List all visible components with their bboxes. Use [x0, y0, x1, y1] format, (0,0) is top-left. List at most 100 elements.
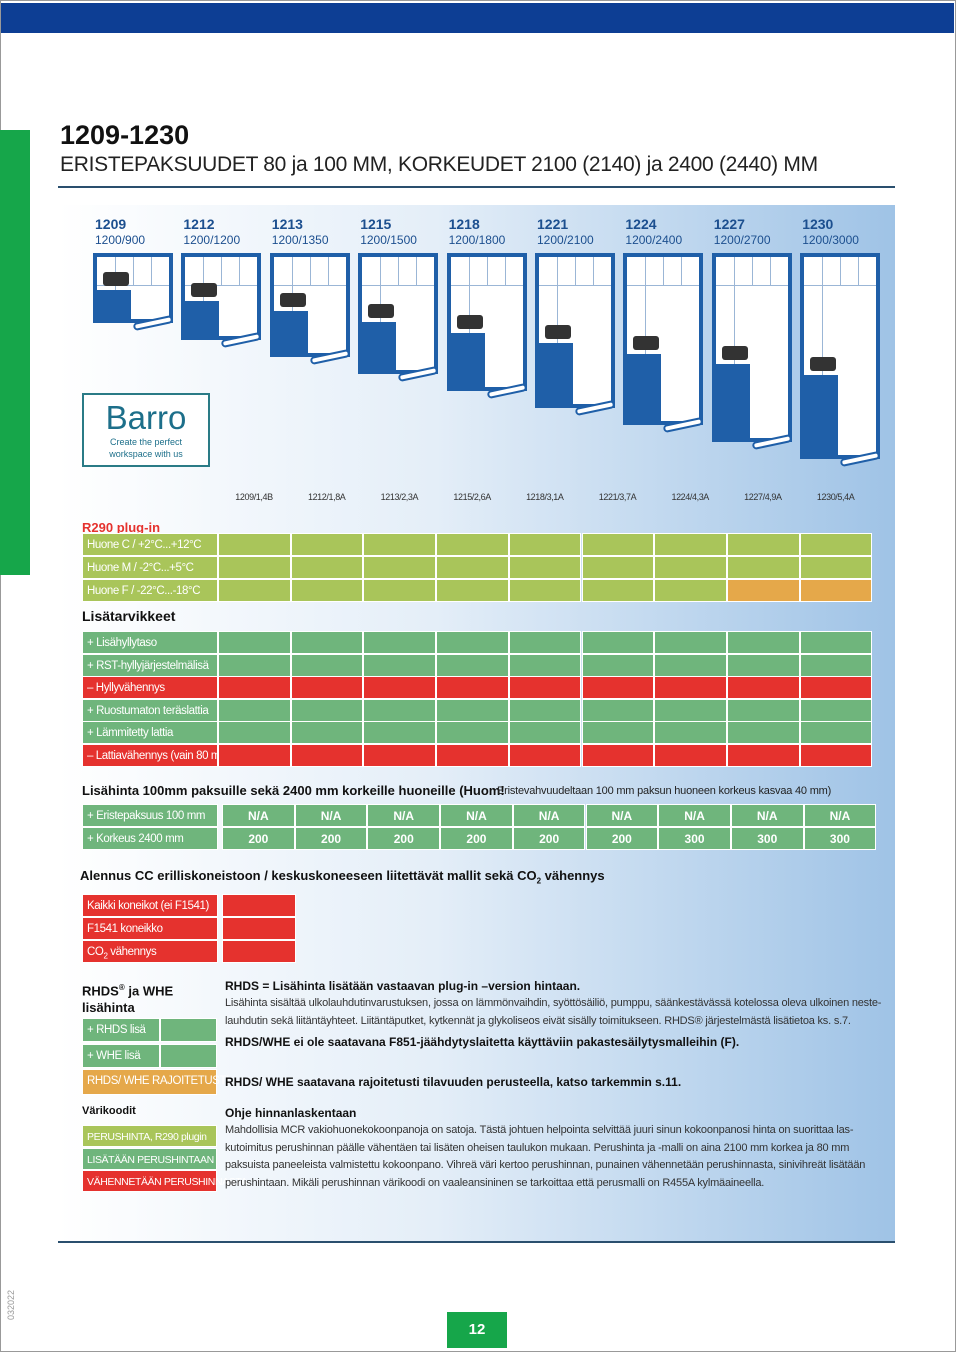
cell: [581, 653, 655, 677]
row-label: + WHE lisä: [82, 1043, 160, 1068]
cell: [799, 556, 873, 579]
cell: [436, 653, 509, 677]
shelf-line: [645, 285, 647, 417]
shelf-line: [416, 257, 418, 285]
shelf-line: [627, 285, 700, 286]
model-code: 1209: [95, 216, 127, 232]
model-ref: 1218/3,1A: [526, 492, 564, 502]
cell: [508, 744, 582, 767]
cell: [508, 631, 582, 654]
cell: [799, 533, 873, 556]
text-part: Alennus CC erilliskoneistoon / keskuskon…: [80, 868, 537, 883]
rhds-text: RHDS/WHE ei ole saatavana F851-jäähdytys…: [225, 1035, 740, 1049]
cell: [508, 533, 582, 556]
row-label: – Lattiavähennys (vain 80 mm): [82, 744, 233, 767]
text-part: ja WHE: [124, 983, 174, 999]
cell: [581, 579, 655, 602]
model-ref: 1209/1,4B: [235, 492, 273, 502]
shelf-line: [133, 257, 134, 285]
row-label: Huone F / -22°C...-18°C: [82, 579, 218, 602]
cell: [218, 556, 291, 579]
room-drawing: [711, 253, 792, 442]
row-label: + RST-hyllyjärjestelmälisä: [82, 653, 218, 677]
cell: [218, 579, 291, 602]
model-code: 1230: [802, 216, 834, 232]
shelf-line: [769, 257, 771, 285]
cell: [508, 579, 582, 602]
rhds-text: RHDS = Lisähinta lisätään vastaavan plug…: [225, 979, 581, 993]
print-code: 032022: [6, 1289, 17, 1321]
cell: [363, 631, 437, 654]
cell: [654, 631, 727, 654]
door: [539, 343, 573, 404]
cell: [799, 631, 873, 654]
room-drawing: [446, 253, 527, 391]
cell: [654, 676, 727, 700]
door: [804, 374, 839, 455]
superscript: ®: [118, 983, 125, 992]
cell: [436, 721, 509, 745]
cell: [726, 698, 800, 722]
shelf-line: [203, 257, 205, 285]
section-title: Värikoodit: [82, 1105, 136, 1117]
row-label: + RHDS lisä: [82, 1018, 160, 1042]
cell: [436, 631, 509, 654]
cell: [218, 533, 291, 556]
cell: [581, 698, 655, 722]
shelf-line: [715, 285, 788, 286]
shelf-line: [151, 257, 152, 285]
price-cell: 300: [730, 827, 804, 850]
cell: [799, 579, 873, 602]
cell: [290, 698, 364, 722]
cell: [363, 698, 437, 722]
shelf-line: [751, 257, 753, 285]
door: [273, 311, 308, 353]
shelf-line: [398, 257, 400, 285]
cooling-unit: [456, 314, 483, 329]
cell: [726, 744, 800, 767]
section-title: R290 plug-in: [82, 520, 161, 535]
model-size: 1200/3000: [802, 233, 859, 247]
cell: [436, 579, 509, 602]
cell: [726, 631, 800, 654]
cell: [363, 533, 437, 556]
cell: [290, 556, 364, 579]
cell: [363, 676, 437, 700]
model-ref: 1213/2,3A: [380, 492, 419, 502]
cell: [654, 744, 727, 767]
shelf-line: [486, 257, 488, 285]
row-label: Huone M / -2°C...+5°C: [82, 556, 218, 579]
door: [450, 332, 485, 387]
cell: [290, 744, 364, 767]
cell: [218, 631, 291, 654]
row-label: – Hyllyvähennys: [82, 676, 218, 700]
rhds-paragraph: Lisähinta sisältää ulkolauhdutinvarustuk…: [225, 997, 882, 1009]
section-title: Lisähinta 100mm paksuille sekä 2400 mm k…: [82, 783, 505, 798]
model-code: 1218: [448, 216, 480, 232]
logo: Barro Create the perfect workspace with …: [82, 393, 210, 467]
cell: [581, 556, 655, 579]
cell: [363, 653, 437, 677]
logo-tagline: Create the perfect: [109, 437, 183, 447]
cell: [218, 676, 291, 700]
cell: [222, 940, 296, 963]
subscript: 2: [536, 876, 542, 886]
guide-text: kutoimitus perushinnan päälle vähentäen …: [225, 1141, 850, 1154]
cell: [436, 533, 509, 556]
room-drawing: [623, 253, 704, 425]
section-title: RHDS® ja WHE lisähinta: [82, 979, 173, 1016]
model-ref: 1215/2,6A: [453, 492, 491, 502]
price-cell: N/A: [512, 804, 586, 827]
shelf-line: [804, 285, 877, 286]
model-size: 1200/1350: [271, 233, 329, 247]
cell: [222, 917, 296, 940]
cooling-unit: [721, 346, 748, 361]
shelf-line: [539, 285, 611, 286]
cell: [508, 556, 582, 579]
cell: [726, 676, 800, 700]
logo-tagline: workspace with us: [109, 449, 183, 459]
cooling-unit: [279, 293, 306, 308]
model-code: 1227: [713, 216, 745, 232]
price-cell: N/A: [440, 804, 513, 827]
shelf-line: [273, 285, 346, 286]
